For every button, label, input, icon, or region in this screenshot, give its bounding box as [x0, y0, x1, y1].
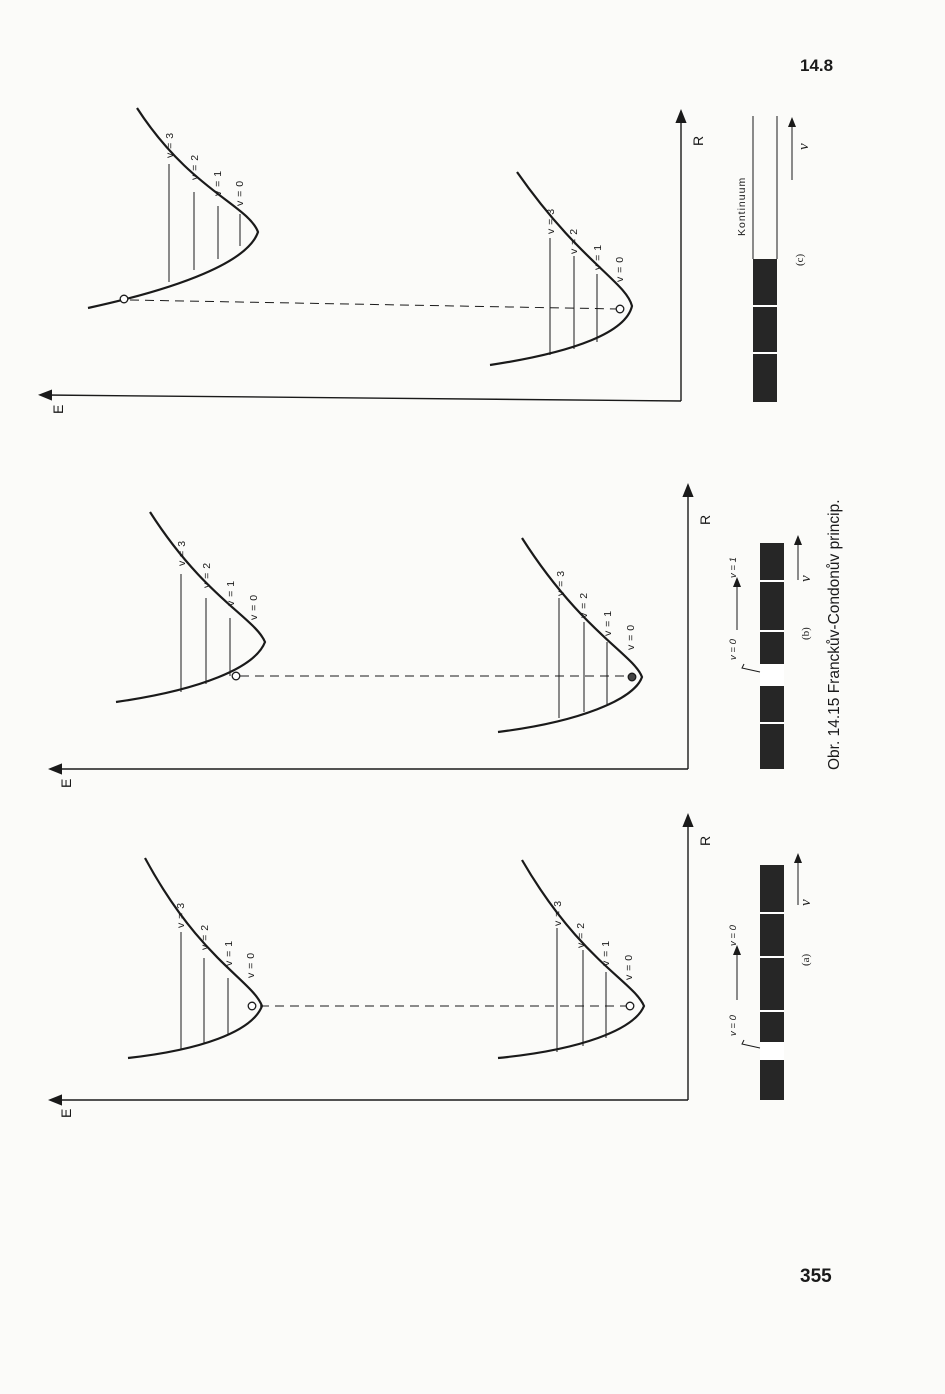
- upper-v3-label-c: v = 3: [164, 132, 176, 158]
- spectrum-line-c-2: [753, 305, 777, 307]
- spectrum-line-a-4: [760, 912, 784, 914]
- nu-label-b: ν: [798, 575, 814, 582]
- spectrum-strip-b: [760, 543, 784, 769]
- upper-v1-label-b: v = 1: [225, 580, 237, 606]
- upper-point-c: [119, 294, 129, 304]
- upper-v1-label-a: v = 1: [223, 940, 235, 966]
- lower-potential-curve-b: [497, 537, 644, 734]
- lower-v2-label-b: v = 2: [578, 592, 590, 618]
- transition-from-b: v = 0: [728, 639, 739, 660]
- lower-v2-label-a: v = 2: [575, 922, 587, 948]
- upper-v2-label-a: v = 2: [199, 924, 211, 950]
- upper-potential-curve-a: [127, 857, 264, 1060]
- transition-from-a: v = 0: [728, 1015, 739, 1036]
- upper-point-b: [231, 671, 241, 681]
- panel-b-diagram: [48, 483, 802, 775]
- lower-v0-point-b: [627, 672, 637, 682]
- upper-v0-label-c: v = 0: [234, 180, 246, 206]
- axis-e-label-b: E: [58, 778, 74, 788]
- lower-v3-label-a: v = 3: [552, 900, 564, 926]
- transition-pointer-b: [741, 663, 761, 673]
- page-number: 355: [800, 1266, 832, 1287]
- upper-v0-label-a: v = 0: [245, 952, 257, 978]
- spectrum-line-b-2: [760, 722, 784, 724]
- spectrum-line-a-2: [760, 1010, 784, 1012]
- continuum-label: Kontinuum: [736, 176, 748, 236]
- section-number: 14.8: [800, 56, 834, 75]
- lower-v1-label-a: v = 1: [600, 940, 612, 966]
- lower-v0-label-c: v = 0: [614, 256, 626, 282]
- axis-e-c: [38, 389, 682, 402]
- upper-v3-label-a: v = 3: [175, 902, 187, 928]
- spectrum-line-b-1: [760, 664, 784, 686]
- lower-v2-label-c: v = 2: [568, 228, 580, 254]
- transition-to-b: v = 1: [728, 557, 739, 578]
- upper-v1-label-c: v = 1: [212, 170, 224, 196]
- panel-a-diagram: [48, 813, 802, 1106]
- axis-r-label-b: R: [697, 514, 713, 525]
- spectrum-line-a-3: [760, 956, 784, 958]
- upper-levels-a: [180, 932, 229, 1050]
- lower-v3-label-b: v = 3: [555, 570, 567, 596]
- lower-levels-b: [558, 598, 608, 718]
- upper-potential-curve-c: [87, 107, 260, 310]
- axis-r-label-c: R: [690, 135, 706, 146]
- upper-v2-label-c: v = 2: [189, 154, 201, 180]
- panel-label-b: (b): [800, 627, 812, 640]
- nu-label-a: ν: [798, 899, 814, 906]
- nu-label-c: ν: [796, 143, 812, 150]
- panel-c-diagram: [38, 107, 796, 402]
- figure-caption: Obr. 14.15 Franckův-Condonův princip.: [826, 499, 843, 770]
- spectrum-line-b-4: [760, 580, 784, 582]
- upper-v2-label-b: v = 2: [201, 562, 213, 588]
- spectrum-line-c-1: [753, 352, 777, 354]
- lower-v0-label-b: v = 0: [625, 624, 637, 650]
- spectrum-strip-a: [760, 865, 784, 1100]
- upper-potential-curve-b: [115, 511, 267, 704]
- upper-v0-point-a: [247, 1001, 257, 1011]
- lower-levels-a: [556, 928, 607, 1052]
- lower-v0-point-c: [615, 304, 625, 314]
- upper-levels-b: [180, 574, 231, 692]
- axis-e-label-a: E: [58, 1108, 74, 1118]
- transition-to-a: v = 0: [728, 925, 739, 946]
- spectrum-line-a-1: [760, 1042, 784, 1060]
- lower-potential-curve-c: [489, 171, 634, 367]
- upper-levels-c: [168, 164, 241, 282]
- transition-line-c: [129, 299, 621, 310]
- lower-v1-label-b: v = 1: [602, 610, 614, 636]
- lower-levels-c: [549, 238, 598, 355]
- panel-label-c: (c): [794, 253, 806, 266]
- upper-v0-label-b: v = 0: [248, 594, 260, 620]
- axis-e-label-c: E: [50, 404, 66, 414]
- spectrum-strip-c: [753, 259, 777, 402]
- spectrum-line-b-3: [760, 630, 784, 632]
- lower-v1-label-c: v = 1: [592, 244, 604, 270]
- lower-potential-curve-a: [497, 859, 646, 1060]
- upper-v3-label-b: v = 3: [176, 540, 188, 566]
- transition-pointer-a: [741, 1039, 761, 1049]
- lower-v0-point-a: [625, 1001, 635, 1011]
- lower-v0-label-a: v = 0: [623, 954, 635, 980]
- lower-v3-label-c: v = 3: [545, 208, 557, 234]
- panel-label-a: (a): [800, 953, 812, 966]
- axis-r-label-a: R: [697, 835, 713, 846]
